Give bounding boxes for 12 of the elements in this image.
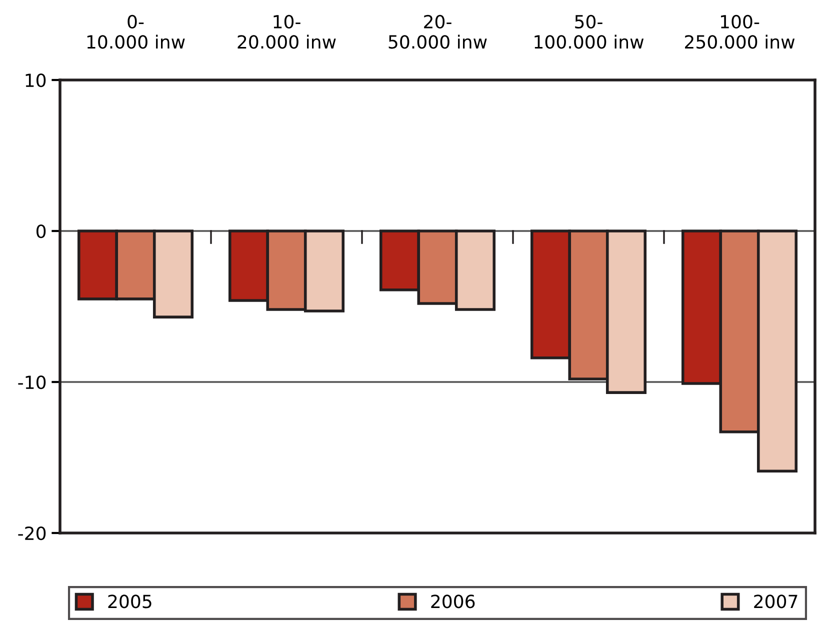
legend-label: 2006 [431,594,475,608]
x-tick-label: 50- 100.000 inw [534,14,644,49]
y-tick-label: -20 [18,526,46,540]
x-tick-label: 20- 50.000 inw [388,14,487,49]
y-tick-label: 10 [26,73,46,88]
x-tick-label: 0- 10.000 inw [87,14,185,49]
y-tick-label: -10 [18,375,46,390]
legend-label: 2005 [108,594,152,608]
x-tick-label: 100- 250.000 inw [685,14,795,49]
legend-label: 2007 [754,594,798,608]
x-tick-label: 10- 20.000 inw [238,14,336,49]
y-tick-label: 0 [36,224,46,238]
